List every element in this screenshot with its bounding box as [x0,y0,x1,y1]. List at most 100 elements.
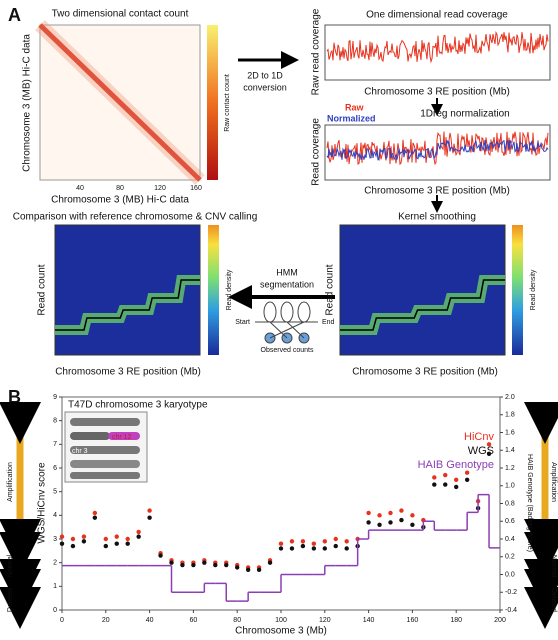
side-arrows [0,402,558,629]
point [125,541,130,546]
y2-tick-label: 0.0 [505,571,515,578]
side-label: Deleted [7,588,14,612]
point [81,539,87,544]
point [136,534,141,539]
point [454,484,459,490]
colorbar [512,225,523,355]
point [224,562,229,568]
y2-tick-label: 2.0 [505,394,515,401]
point [169,560,174,565]
point [344,546,349,551]
colorbar [207,25,218,180]
hmm-label: Observed counts [261,347,314,354]
chart-title: T47D chromosome 3 karyotype [68,400,208,411]
colorbar [208,225,219,355]
point [486,442,492,447]
point [289,546,295,551]
signal [326,139,549,161]
side-label: Normal [7,554,14,577]
hmm-label: End [322,319,335,326]
inset-label: chr 12 [112,434,132,441]
signal [326,131,549,166]
point [256,567,262,572]
point [432,482,437,487]
side-label: Normal [550,555,557,578]
colorbar-label: Raw contact count [224,74,231,132]
point [267,560,273,565]
point [70,543,76,549]
legend-label: HiCnv [464,431,494,443]
x-label: Chromosome 3 RE position (Mb) [352,367,498,378]
x-tick-label: 140 [363,617,375,624]
point [388,510,393,516]
point [454,477,459,483]
title: Comparison with reference chromosome & C… [13,212,258,223]
x-tick-label: 120 [319,617,331,624]
y2-axis-title: HAIB Genotype (Badseg score) [526,454,533,552]
arrow-label: conversion [243,82,287,92]
title: 1Dreg normalization [420,109,510,120]
point [158,553,163,558]
y2-tick-label: 1.4 [505,447,515,454]
contact-diagonal [38,23,202,182]
point [300,543,306,549]
legend-label: Raw [345,102,365,112]
point [322,546,327,551]
point [245,567,251,572]
panel-b: chr 12 chr 3 B Amplification Normal Dele… [0,387,558,637]
y-label: Raw read coverage [311,8,322,95]
point [333,543,338,549]
x-label: Chromosome 3 RE position (Mb) [55,367,201,378]
y2-tick-label: 0.8 [505,500,515,507]
y-tick-label: 7 [53,441,57,448]
y2-tick-label: 1.6 [505,429,515,436]
x-tick-label: 80 [233,617,241,624]
arrow-label: HMM [276,267,298,277]
point [486,451,492,456]
x-tick-label: 200 [494,617,506,624]
point [388,520,393,525]
segmentation [55,279,200,331]
point [399,517,404,523]
point [311,546,317,551]
point [191,562,196,568]
point [410,522,415,527]
point [92,515,98,520]
y2-tick-label: 0.2 [505,554,515,561]
inset-label: chr 3 [72,448,88,455]
point [136,529,141,535]
side-label: Amplification [550,462,557,502]
side-label: Deleted [550,588,557,612]
arrow-label: segmentation [260,279,314,289]
point [147,515,152,520]
x-tick-label: 40 [146,617,154,624]
x-tick-label: 0 [60,617,64,624]
y-tick-label: 6 [53,465,57,472]
point [311,541,317,546]
title: One dimensional read coverage [366,10,508,21]
x-tick-label: 180 [450,617,462,624]
y-label: Read coverage [311,118,322,186]
point [410,513,415,518]
point [377,522,382,527]
y-tick-label: 8 [53,418,57,425]
y-tick-label: 4 [53,512,57,519]
point [213,562,218,568]
colorbar-label: Read density [226,269,233,310]
y-tick-label: 3 [53,536,57,543]
signal [326,31,549,64]
x-label: Chromosome 3 (MB) Hi-C data [51,195,189,206]
y2-tick-label: 1.2 [505,465,515,472]
x-tick-label: 40 [76,185,84,192]
side-label: Amplification [7,462,14,502]
x-tick-label: 60 [190,617,198,624]
point [59,541,65,546]
y2-tick-label: -0.4 [505,607,517,614]
point [114,534,119,539]
x-label: Chromosome 3 RE position (Mb) [364,87,510,98]
x-tick-label: 100 [275,617,287,624]
y-label: Read count [37,264,48,315]
x-label: Chromosome 3 RE position (Mb) [364,186,510,197]
point [344,539,349,544]
